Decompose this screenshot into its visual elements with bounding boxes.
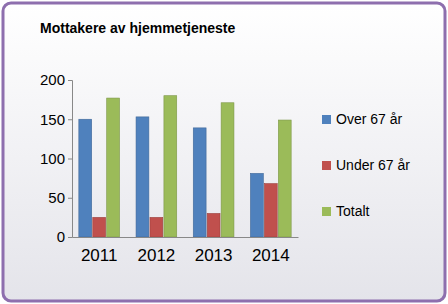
y-tick-label: 150: [40, 111, 65, 128]
x-tick: 2011: [81, 237, 118, 265]
y-tick-mark: [68, 119, 72, 120]
frame: [3, 3, 445, 301]
y-tick: 100: [40, 150, 72, 167]
bar: [164, 96, 177, 237]
y-tick-label: 50: [48, 189, 65, 206]
y-tick-mark: [68, 237, 72, 238]
bar: [207, 213, 220, 237]
x-tick-label: 2012: [137, 246, 175, 265]
x-tick: 2014: [252, 237, 290, 265]
bar: [221, 103, 234, 237]
y-axis: 0 50 100 150 200: [40, 71, 73, 245]
y-tick-label: 0: [57, 228, 65, 245]
title: Mottakere av hjemmetjeneste: [40, 20, 236, 36]
bar: [93, 217, 106, 237]
legend: Over 67 år Under 67 år Totalt: [322, 111, 410, 219]
y-tick: 0: [57, 228, 72, 245]
legend-item: Under 67 år: [322, 157, 410, 173]
bar: [278, 120, 291, 237]
x-tick-label: 2011: [81, 246, 118, 265]
y-axis-line: [68, 81, 73, 238]
legend-label: Totalt: [336, 203, 370, 219]
bar: [250, 173, 263, 237]
y-tick: 200: [40, 71, 72, 88]
x-axis-line: [73, 237, 299, 238]
legend-swatch: [322, 207, 331, 216]
bar: [136, 117, 149, 237]
y-tick-mark: [68, 159, 72, 160]
legend-item: Over 67 år: [322, 111, 402, 127]
y-tick: 150: [40, 111, 72, 128]
legend-swatch: [322, 161, 331, 170]
y-tick-label: 200: [40, 71, 65, 88]
x-tick-label: 2014: [252, 246, 290, 265]
bar: [79, 119, 92, 237]
chart: Mottakere av hjemmetjeneste 0 50 100 150 200 2…: [0, 0, 448, 304]
legend-item: Totalt: [322, 203, 370, 219]
legend-label: Under 67 år: [336, 157, 410, 173]
y-tick-mark: [68, 198, 72, 199]
bar: [107, 98, 120, 237]
bar: [193, 128, 206, 237]
x-tick-label: 2013: [195, 246, 233, 265]
legend-label: Over 67 år: [336, 111, 402, 127]
y-tick-label: 100: [40, 150, 65, 167]
bar: [150, 217, 163, 237]
y-tick: 50: [48, 189, 72, 206]
y-tick-mark: [68, 80, 72, 81]
x-tick: 2013: [195, 237, 233, 265]
legend-swatch: [322, 115, 331, 124]
x-tick: 2012: [137, 237, 175, 265]
x-axis: 2011 2012 2013 2014: [73, 237, 299, 265]
bar: [264, 184, 277, 237]
bars: [79, 96, 291, 237]
plot: 0 50 100 150 200 2011 2012 2013 2014: [40, 71, 299, 265]
